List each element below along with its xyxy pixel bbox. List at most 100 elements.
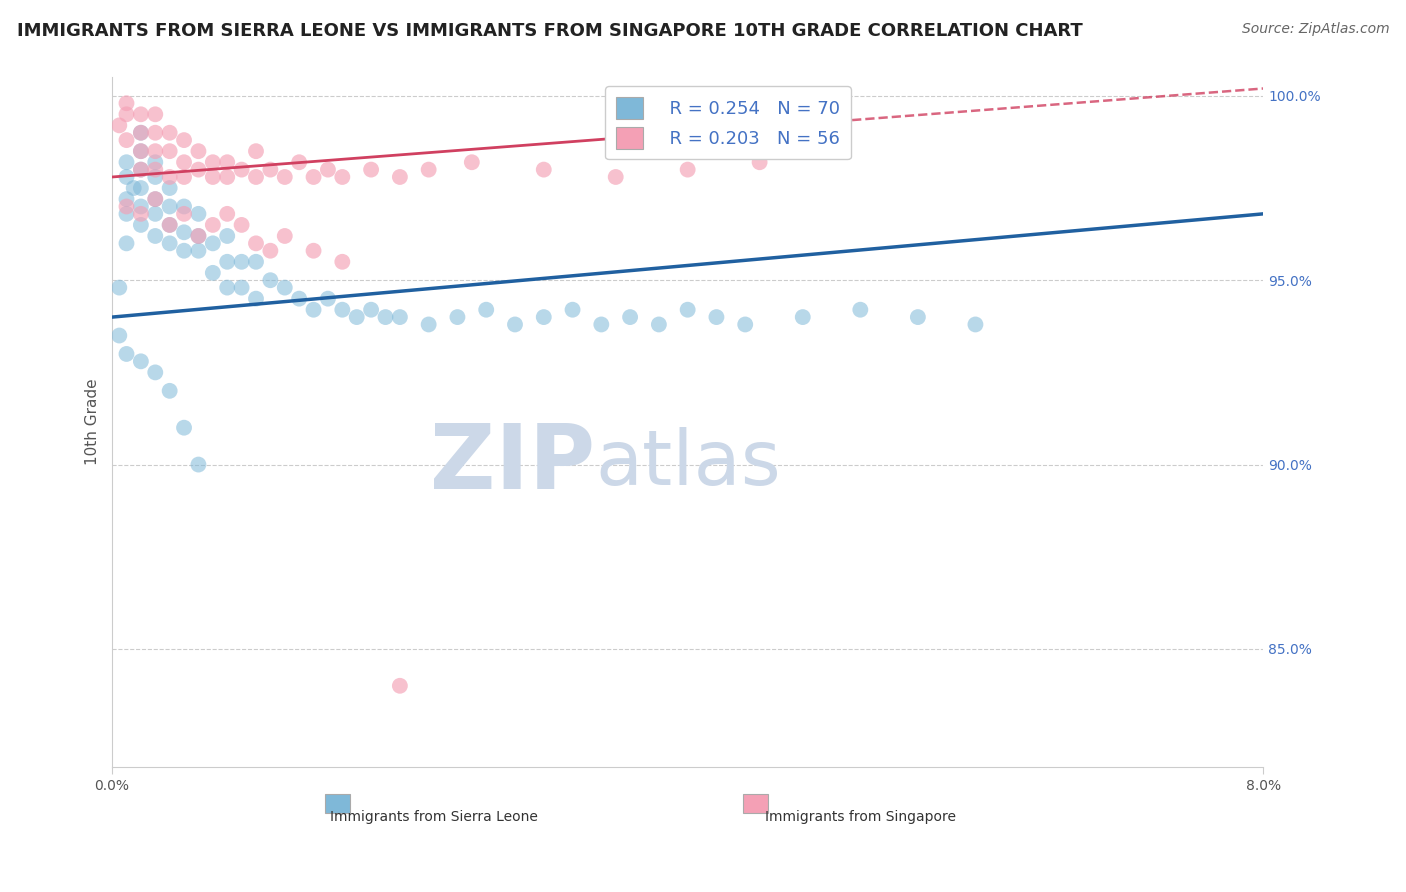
Point (388, 679, 411, 693)
Point (245, 236, 267, 251)
Point (159, 236, 181, 251)
Point (143, 192, 166, 206)
Point (173, 225, 195, 239)
Point (159, 181, 181, 195)
Point (217, 207, 239, 221)
Point (734, 318, 756, 332)
Point (173, 155, 195, 169)
Point (288, 292, 311, 306)
Point (388, 310, 411, 324)
Point (115, 207, 138, 221)
Point (143, 155, 166, 169)
Point (129, 218, 152, 232)
Point (159, 199, 181, 213)
Point (217, 155, 239, 169)
Point (201, 236, 224, 251)
Point (245, 144, 267, 158)
Point (302, 302, 325, 317)
Point (187, 144, 209, 158)
Point (676, 302, 699, 317)
Point (173, 244, 195, 258)
Point (533, 162, 555, 177)
Point (108, 328, 131, 343)
Point (129, 162, 152, 177)
Point (316, 162, 339, 177)
Point (143, 107, 166, 121)
Point (159, 384, 181, 398)
Point (418, 318, 440, 332)
Point (201, 218, 224, 232)
Point (217, 169, 239, 184)
Point (115, 169, 138, 184)
FancyBboxPatch shape (742, 794, 768, 814)
Point (591, 318, 613, 332)
Point (115, 199, 138, 213)
Point (388, 169, 411, 184)
Point (231, 218, 253, 232)
Point (173, 133, 195, 147)
Point (360, 302, 382, 317)
Point (129, 126, 152, 140)
Point (159, 169, 181, 184)
Point (288, 155, 311, 169)
Point (706, 310, 728, 324)
Point (187, 229, 209, 244)
Point (143, 365, 166, 379)
Point (330, 254, 353, 268)
Point (274, 280, 297, 294)
Text: atlas: atlas (596, 426, 782, 500)
Point (129, 144, 152, 158)
Point (346, 310, 368, 324)
Point (129, 354, 152, 368)
Point (115, 96, 138, 111)
Point (274, 229, 297, 244)
Point (217, 254, 239, 268)
Point (201, 155, 224, 169)
Point (217, 229, 239, 244)
Y-axis label: 10th Grade: 10th Grade (86, 379, 100, 466)
Point (115, 133, 138, 147)
Point (129, 207, 152, 221)
Point (231, 280, 253, 294)
Point (792, 310, 814, 324)
Point (201, 266, 224, 280)
Point (159, 144, 181, 158)
Point (274, 169, 297, 184)
Point (302, 169, 325, 184)
Point (108, 280, 131, 294)
Point (374, 310, 396, 324)
Point (143, 207, 166, 221)
Point (187, 458, 209, 472)
Point (159, 126, 181, 140)
Point (159, 218, 181, 232)
Text: Source: ZipAtlas.com: Source: ZipAtlas.com (1241, 22, 1389, 37)
Point (122, 181, 145, 195)
Point (217, 280, 239, 294)
Point (503, 318, 526, 332)
Point (907, 310, 929, 324)
Point (115, 107, 138, 121)
Point (245, 254, 267, 268)
Point (159, 218, 181, 232)
Point (533, 310, 555, 324)
Point (143, 192, 166, 206)
Point (115, 192, 138, 206)
Point (446, 310, 468, 324)
Point (129, 107, 152, 121)
Point (676, 162, 699, 177)
Point (129, 144, 152, 158)
Point (231, 254, 253, 268)
Point (115, 347, 138, 361)
Point (330, 302, 353, 317)
Point (187, 162, 209, 177)
Text: Immigrants from Singapore: Immigrants from Singapore (765, 810, 956, 823)
Point (129, 181, 152, 195)
Text: ZIP: ZIP (430, 419, 596, 508)
Point (619, 310, 641, 324)
Point (143, 162, 166, 177)
Point (231, 162, 253, 177)
Point (173, 169, 195, 184)
Text: IMMIGRANTS FROM SIERRA LEONE VS IMMIGRANTS FROM SINGAPORE 10TH GRADE CORRELATION: IMMIGRANTS FROM SIERRA LEONE VS IMMIGRAN… (17, 22, 1083, 40)
Point (561, 302, 583, 317)
Point (187, 207, 209, 221)
